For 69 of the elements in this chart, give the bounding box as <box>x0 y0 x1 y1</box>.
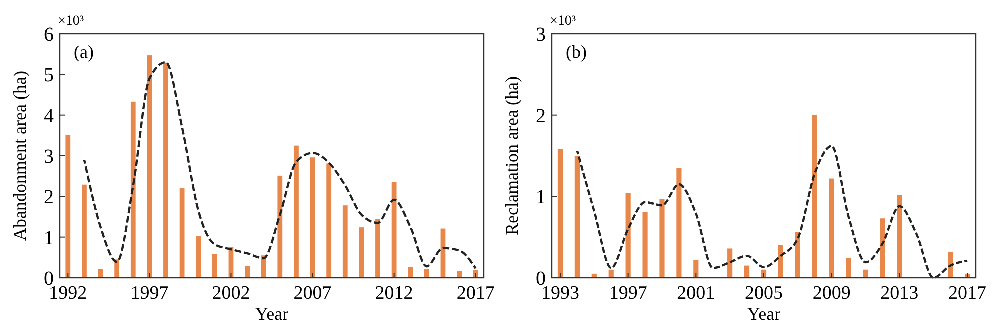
bar <box>310 158 316 278</box>
bar <box>558 149 564 278</box>
bar <box>278 176 283 278</box>
bar <box>376 219 380 278</box>
y-tick-label: 2 <box>536 105 546 128</box>
y-tick-label: 5 <box>44 64 54 87</box>
bar <box>408 267 414 278</box>
x-tick-label: 2009 <box>812 283 851 304</box>
x-tick-label: 2007 <box>294 283 332 304</box>
x-tick-label: 2002 <box>212 283 250 304</box>
bar <box>66 135 71 278</box>
bar <box>660 199 665 278</box>
bar <box>863 270 868 278</box>
y-tick-label: 4 <box>44 105 54 128</box>
bar <box>392 182 397 278</box>
x-tick-label: 1997 <box>130 283 169 304</box>
bar <box>608 270 614 278</box>
y-tick-label: 6 <box>44 24 54 46</box>
bar <box>164 62 168 278</box>
y-tick-label: 1 <box>536 186 546 209</box>
x-axis-title: Year <box>255 304 289 324</box>
x-tick-label: 2017 <box>456 283 495 304</box>
y-tick-label: 3 <box>536 24 546 46</box>
annotation: (a) <box>74 42 94 62</box>
bar <box>294 146 299 278</box>
bar <box>728 248 733 278</box>
text: ×10³ <box>58 14 84 29</box>
y-tick-label: 1 <box>44 227 54 250</box>
bar <box>245 266 250 278</box>
y-axis-title: Abandonment area (ha) <box>10 71 30 241</box>
bar <box>880 218 886 278</box>
bar <box>326 164 332 278</box>
bar <box>212 254 218 278</box>
bar <box>897 195 902 278</box>
x-tick-label: 2017 <box>948 283 987 304</box>
x-tick-label: 2013 <box>880 283 919 304</box>
bar <box>846 258 852 278</box>
bar <box>147 56 152 278</box>
x-tick-label: 2005 <box>745 283 783 304</box>
bar <box>676 168 682 278</box>
bar <box>114 260 120 278</box>
y-axis-title: Reclamation area (ha) <box>502 76 522 236</box>
x-tick-label: 1997 <box>609 283 648 304</box>
bar <box>778 245 784 278</box>
bar <box>457 271 462 278</box>
x-axis-title: Year <box>747 304 781 324</box>
bar <box>424 269 430 278</box>
annotation: (b) <box>566 42 587 62</box>
bar <box>196 236 202 278</box>
line-series <box>576 145 969 280</box>
bar <box>359 228 364 278</box>
bar <box>626 193 631 278</box>
y-tick-label: 2 <box>44 186 54 209</box>
bar <box>130 102 136 278</box>
bar <box>829 178 834 278</box>
bar <box>261 256 266 278</box>
bar <box>812 115 818 278</box>
bar <box>82 184 87 278</box>
bar <box>180 188 185 278</box>
text: ×10³ <box>550 14 576 29</box>
y-tick-label: 3 <box>44 146 54 168</box>
x-tick-label: 2012 <box>375 283 414 304</box>
bar <box>642 212 648 278</box>
bar <box>342 206 348 278</box>
x-tick-label: 2001 <box>677 283 716 304</box>
line-series <box>83 61 477 270</box>
bar <box>694 260 699 278</box>
bar <box>574 156 580 278</box>
bar <box>744 266 750 278</box>
